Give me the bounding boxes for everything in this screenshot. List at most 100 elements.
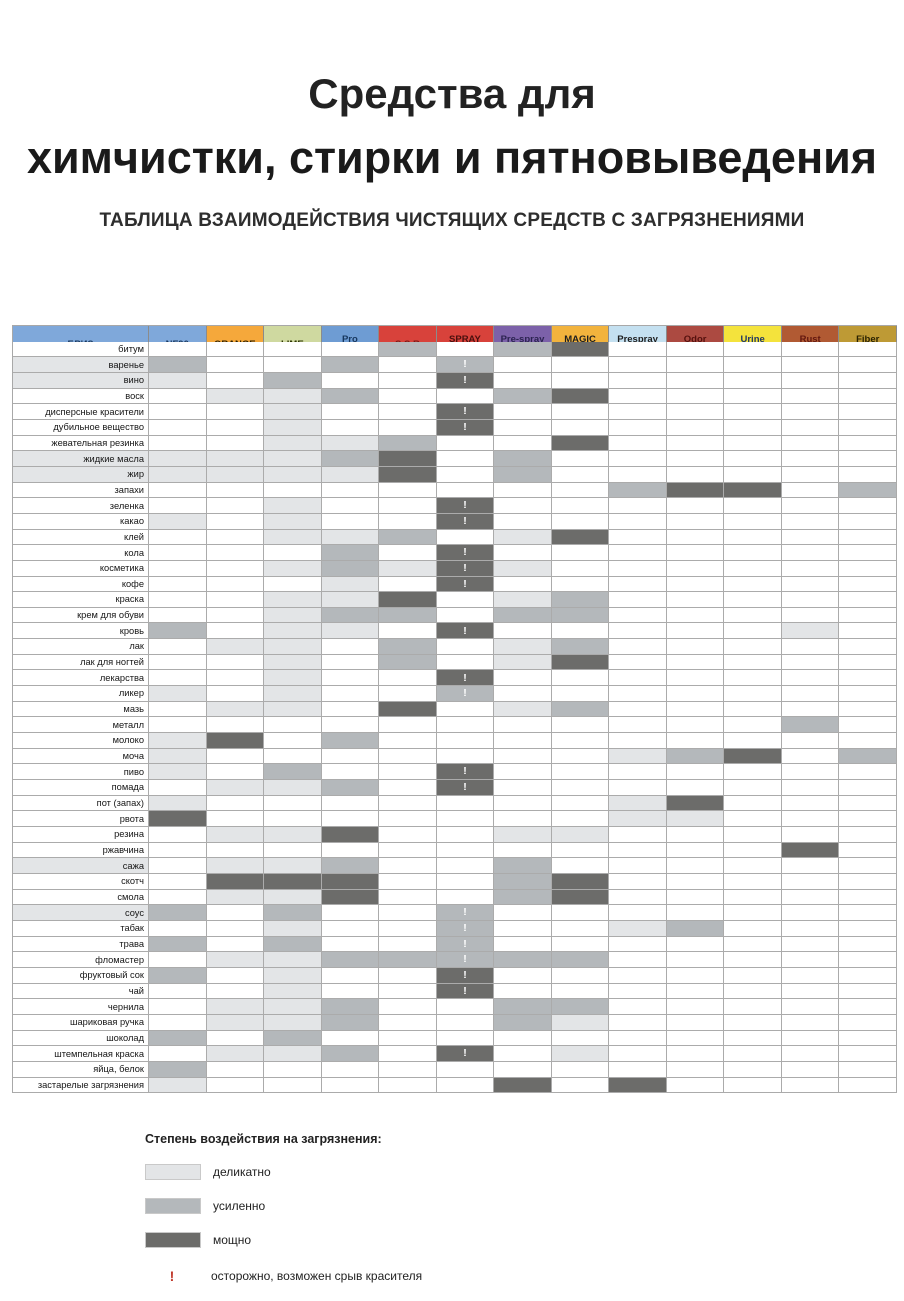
grid-cell [666,435,725,452]
grid-cell [724,952,782,968]
grid-cell: ! [436,576,495,593]
grid-cell [494,545,552,561]
grid-cell [551,733,610,749]
caution-exclamation-icon: ! [463,687,467,700]
grid-cell [666,936,725,953]
grid-cell [264,717,322,734]
grid-cell [839,372,897,389]
row-label: пиво [13,764,149,781]
grid-cell [666,983,725,1000]
grid-cell [609,670,667,687]
grid-cell [149,607,207,624]
row-label: мазь [13,701,149,718]
row-label: вино [13,372,149,389]
grid-cell [494,764,552,781]
grid-cell [149,889,207,906]
grid-cell [149,795,207,812]
grid-cell [839,827,897,843]
grid-cell [379,545,437,561]
grid-cell [551,466,610,483]
grid-cell [379,639,437,655]
row-label: смола [13,889,149,906]
grid-cell [149,372,207,389]
grid-cell [206,498,265,514]
grid-cell [551,451,610,467]
grid-cell [724,999,782,1015]
grid-cell [206,858,265,874]
grid-cell [379,466,437,483]
caution-exclamation-icon: ! [463,499,467,512]
grid-cell [149,654,207,671]
grid-cell [609,1046,667,1062]
grid-cell [321,1061,380,1078]
grid-cell [264,983,322,1000]
grid-cell [666,372,725,389]
grid-cell [206,936,265,953]
row-label: лак для ногтей [13,654,149,671]
grid-cell [781,592,840,608]
grid-cell [436,748,495,765]
grid-cell [206,545,265,561]
grid-cell [781,1061,840,1078]
grid-cell [494,842,552,859]
grid-cell [379,1046,437,1062]
grid-cell [149,920,207,937]
row-label: ржавчина [13,842,149,859]
row-label: зеленка [13,498,149,514]
grid-cell [551,639,610,655]
grid-cell [839,419,897,436]
grid-cell [321,607,380,624]
grid-cell [494,717,552,734]
grid-cell [724,811,782,827]
grid-cell: ! [436,670,495,687]
grid-cell [609,889,667,906]
grid-cell [321,967,380,984]
grid-cell [494,701,552,718]
grid-cell [379,404,437,420]
grid-cell [264,654,322,671]
grid-cell [264,764,322,781]
grid-cell [551,545,610,561]
grid-cell [149,842,207,859]
caution-exclamation-icon: ! [463,358,467,371]
grid-cell [839,1077,897,1094]
grid-cell [494,435,552,452]
grid-cell [436,1061,495,1078]
grid-cell [494,560,552,577]
grid-cell [781,670,840,687]
grid-cell [379,1077,437,1094]
grid-cell [206,983,265,1000]
grid-cell [551,889,610,906]
grid-cell [724,482,782,499]
legend-label: усиленно [213,1199,266,1213]
grid-cell: ! [436,686,495,702]
grid-cell [724,764,782,781]
row-label: краска [13,592,149,608]
grid-cell [666,1061,725,1078]
row-label: шоколад [13,1030,149,1047]
grid-cell [494,780,552,796]
grid-cell [264,733,322,749]
caution-exclamation-icon: ! [463,984,467,997]
grid-cell [149,827,207,843]
grid-cell [494,529,552,546]
grid-cell [609,576,667,593]
grid-cell [551,1030,610,1047]
grid-cell [379,889,437,906]
grid-cell [379,670,437,687]
grid-cell [551,592,610,608]
grid-cell [494,1014,552,1031]
row-label: соус [13,905,149,921]
grid-cell [781,623,840,640]
grid-cell [149,670,207,687]
grid-cell [839,435,897,452]
grid-cell [264,482,322,499]
grid-cell [436,639,495,655]
grid-cell [724,404,782,420]
grid-cell [666,780,725,796]
caution-exclamation-icon: ! [463,937,467,950]
grid-cell [206,560,265,577]
grid-cell [321,936,380,953]
grid-cell [206,404,265,420]
legend-swatch-dark [145,1232,201,1248]
